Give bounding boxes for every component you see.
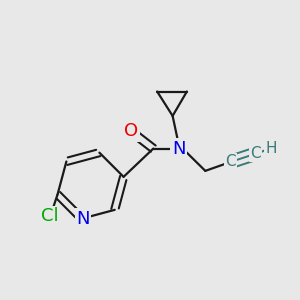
Text: N: N [172,140,185,158]
Text: O: O [124,122,138,140]
Text: C: C [250,146,261,161]
Text: Cl: Cl [41,207,59,225]
Text: N: N [76,210,90,228]
Text: H: H [266,141,277,156]
Text: C: C [225,154,236,169]
